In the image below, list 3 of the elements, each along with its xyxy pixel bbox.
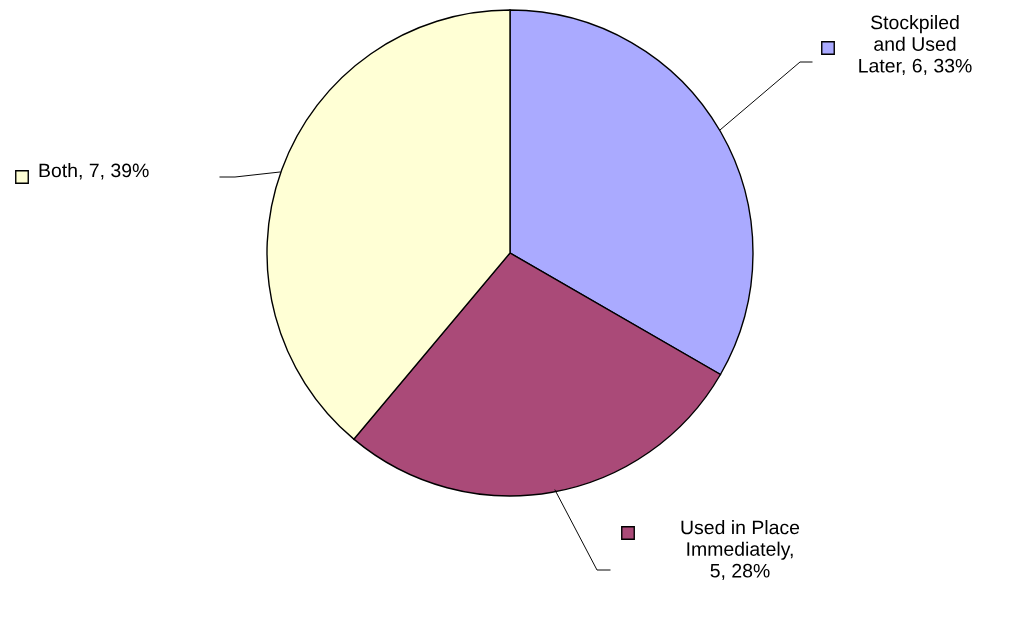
legend-label: Both, 7, 39% <box>39 163 149 180</box>
slice-label: Used in Place Immediately, 5, 28% <box>681 520 800 580</box>
slice-label: Stockpiled and Used Later, 6, 33% <box>859 15 972 75</box>
